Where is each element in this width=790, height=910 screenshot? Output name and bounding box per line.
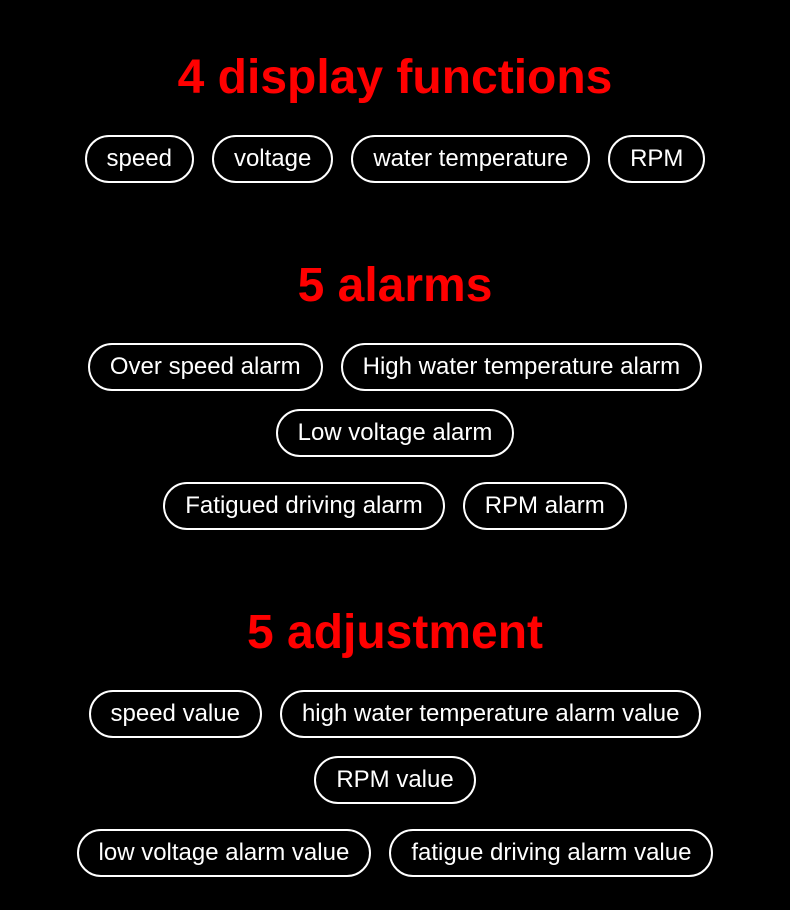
- adjustment-pills-row1: speed value high water temperature alarm…: [0, 690, 790, 804]
- pill-high-water-temp-alarm: High water temperature alarm: [341, 343, 702, 391]
- display-functions-title: 4 display functions: [178, 50, 613, 105]
- pill-fatigued-driving-alarm: Fatigued driving alarm: [163, 482, 444, 530]
- display-functions-section: 4 display functions speed voltage water …: [0, 50, 790, 208]
- pill-over-speed-alarm: Over speed alarm: [88, 343, 323, 391]
- pill-voltage: voltage: [212, 135, 333, 183]
- pill-fatigue-driving-value: fatigue driving alarm value: [389, 829, 713, 877]
- adjustment-title: 5 adjustment: [247, 605, 543, 660]
- pill-rpm-alarm: RPM alarm: [463, 482, 627, 530]
- pill-speed-value: speed value: [89, 690, 262, 738]
- alarms-section: 5 alarms Over speed alarm High water tem…: [0, 258, 790, 555]
- adjustment-section: 5 adjustment speed value high water temp…: [0, 605, 790, 902]
- alarms-pills-row1: Over speed alarm High water temperature …: [0, 343, 790, 457]
- pill-rpm: RPM: [608, 135, 705, 183]
- display-functions-pills: speed voltage water temperature RPM: [55, 135, 736, 183]
- pill-speed: speed: [85, 135, 194, 183]
- adjustment-pills-row2: low voltage alarm value fatigue driving …: [47, 829, 744, 877]
- alarms-title: 5 alarms: [298, 258, 493, 313]
- alarms-pills-row2: Fatigued driving alarm RPM alarm: [133, 482, 656, 530]
- pill-high-water-temp-value: high water temperature alarm value: [280, 690, 702, 738]
- pill-low-voltage-alarm: Low voltage alarm: [276, 409, 515, 457]
- pill-low-voltage-value: low voltage alarm value: [77, 829, 372, 877]
- pill-water-temperature: water temperature: [351, 135, 590, 183]
- pill-rpm-value: RPM value: [314, 756, 475, 804]
